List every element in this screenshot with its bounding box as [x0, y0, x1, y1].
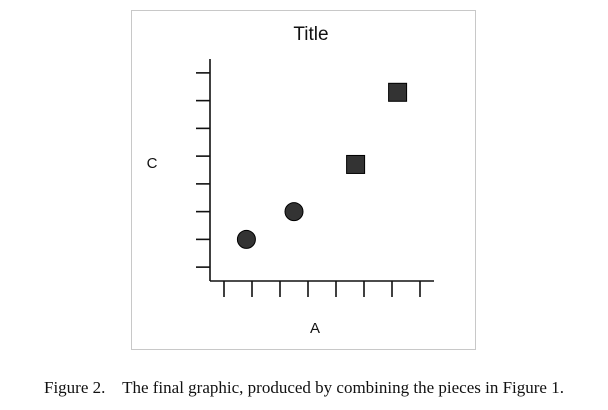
square-point-1 [346, 154, 366, 174]
circle-point-1 [236, 229, 256, 249]
data-points [236, 82, 408, 249]
y-axis-ticks [196, 72, 210, 268]
figure-caption: Figure 2. The final graphic, produced by… [0, 378, 608, 398]
x-axis-label: A [310, 320, 320, 337]
chart-title: Title [293, 24, 328, 45]
figure-panel: Title C A [131, 10, 476, 350]
caption-text: The final graphic, produced by combining… [122, 378, 564, 397]
square-point-2 [388, 82, 408, 102]
caption-label: Figure 2. [44, 378, 106, 397]
x-axis-ticks [223, 281, 421, 297]
scatter-chart: Title C A [147, 24, 434, 337]
y-axis-label: C [147, 155, 158, 172]
circle-point-2 [284, 202, 304, 222]
